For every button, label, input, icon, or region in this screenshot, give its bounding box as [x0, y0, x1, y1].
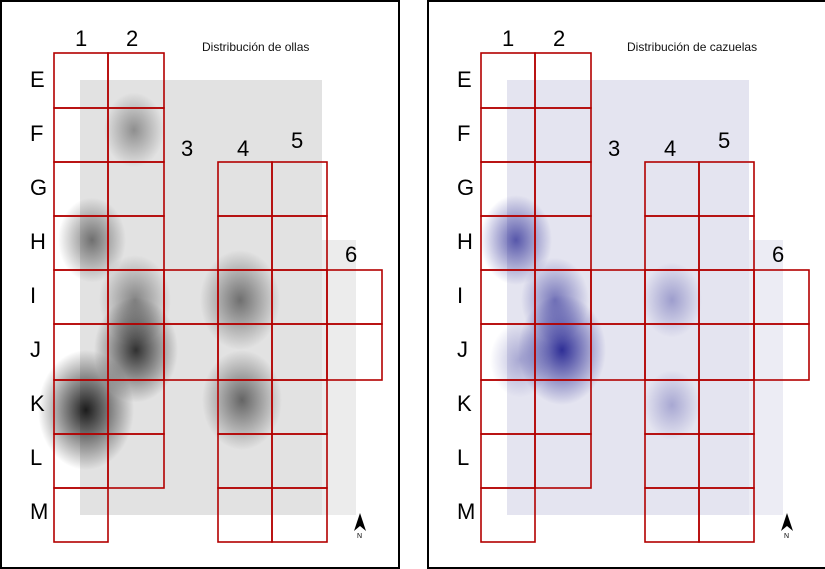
grid-cell-J6: [753, 323, 810, 381]
map-title: Distribución de ollas: [202, 40, 310, 54]
row-label-H: H: [457, 229, 473, 254]
grid-cell-M5: [271, 487, 328, 543]
row-label-G: G: [30, 175, 48, 200]
grid-cell-J6: [326, 323, 383, 381]
grid-cell-L2: [107, 433, 165, 489]
density-hotspot: [642, 262, 702, 338]
density-hotspot: [99, 255, 171, 345]
density-hotspot: [490, 322, 550, 398]
col-label-2: 2: [553, 26, 566, 51]
row-label-J: J: [457, 337, 468, 362]
row-label-G: G: [457, 175, 475, 200]
row-label-E: E: [30, 67, 45, 92]
grid-cell-L2: [534, 433, 592, 489]
col-label-5: 5: [718, 128, 731, 153]
col-label-5: 5: [291, 128, 304, 153]
density-hotspot: [200, 250, 280, 350]
col-label-1: 1: [75, 26, 88, 51]
density-hotspot: [202, 350, 282, 450]
col-label-4: 4: [237, 136, 250, 161]
row-label-I: I: [30, 283, 37, 308]
row-label-M: M: [30, 499, 49, 524]
map-panel-ollas: Distribución de ollas E F G H I J K L M 1 2 3 4 5 6 N: [0, 0, 400, 569]
col-label-6: 6: [345, 242, 358, 267]
density-hotspot: [480, 195, 552, 285]
density-hotspot: [644, 370, 700, 440]
row-label-L: L: [457, 445, 470, 470]
col-label-1: 1: [502, 26, 515, 51]
row-label-K: K: [457, 391, 472, 416]
col-label-6: 6: [772, 242, 785, 267]
col-label-3: 3: [608, 136, 621, 161]
density-map-cazuelas: [480, 52, 810, 543]
grid-cell-M1: [53, 487, 109, 543]
row-label-E: E: [457, 67, 472, 92]
north-label: N: [357, 533, 363, 540]
row-label-K: K: [30, 391, 45, 416]
col-label-3: 3: [181, 136, 194, 161]
map-panel-cazuelas: Distribución de cazuelas E F G H I J K L M 1 2 3 4 5 6…: [427, 0, 825, 569]
row-label-H: H: [30, 229, 46, 254]
row-label-L: L: [30, 445, 43, 470]
density-hotspot: [104, 92, 164, 168]
row-label-M: M: [457, 499, 476, 524]
row-label-I: I: [457, 283, 464, 308]
row-label-F: F: [30, 121, 44, 146]
grid-cell-M5: [698, 487, 755, 543]
density-hotspot: [521, 257, 589, 343]
grid-cell-M1: [480, 487, 536, 543]
row-label-F: F: [457, 121, 471, 146]
map-title: Distribución de cazuelas: [627, 40, 758, 54]
north-label: N: [784, 533, 790, 540]
density-map-ollas: [38, 52, 383, 543]
density-hotspot: [58, 197, 126, 283]
row-label-J: J: [30, 337, 41, 362]
col-label-4: 4: [664, 136, 677, 161]
col-label-2: 2: [126, 26, 139, 51]
